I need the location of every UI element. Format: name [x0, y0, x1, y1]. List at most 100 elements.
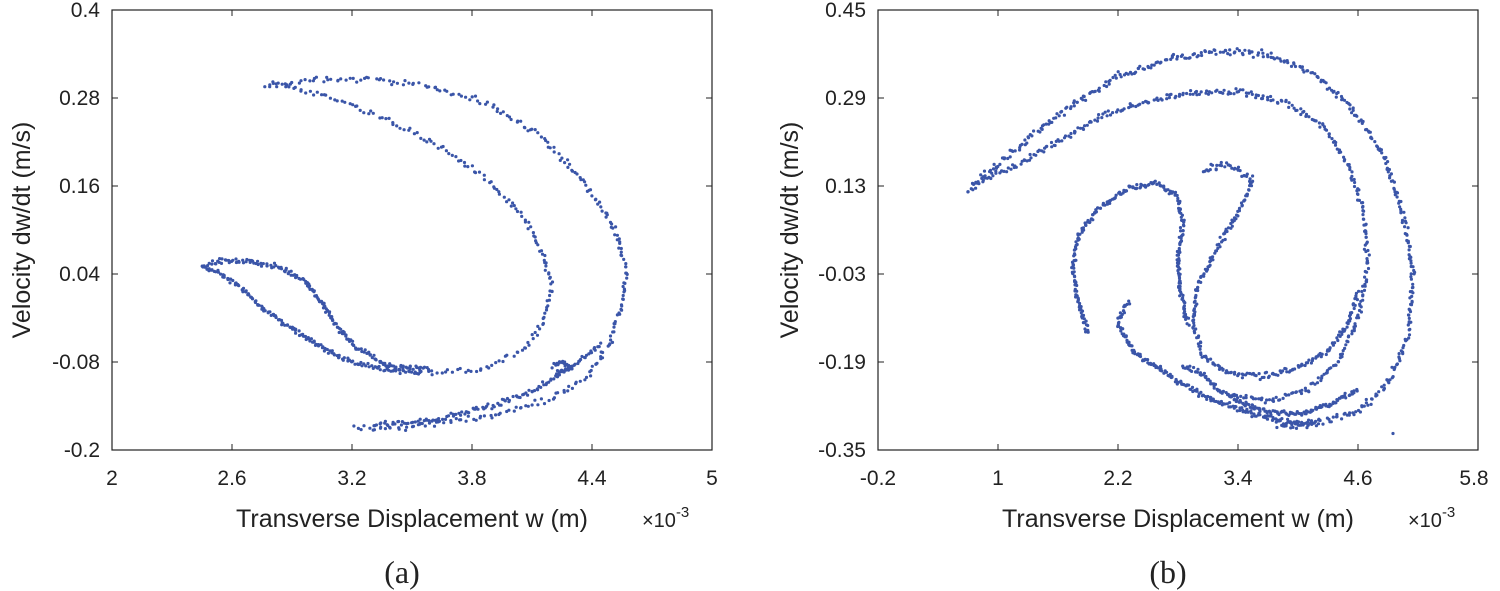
- scatter-point-outer-arm: [482, 414, 486, 418]
- scatter-point-middle-spiral: [1358, 302, 1362, 306]
- x-ticks-b: [997, 10, 1359, 450]
- scatter-point-tail-fold: [499, 403, 503, 407]
- scatter-point-left-lobe: [1176, 196, 1180, 200]
- scatter-point-outer-arm: [275, 85, 279, 89]
- y-tick-label: 0.29: [825, 87, 866, 110]
- scatter-point-middle-spiral: [1362, 209, 1366, 213]
- scatter-point-left-lobe-upper: [426, 367, 431, 372]
- scatter-point-left-lobe-lower: [377, 364, 381, 369]
- scatter-point-outer-arm: [356, 426, 360, 430]
- scatter-point-lower-hook: [1304, 412, 1308, 416]
- scatter-point-lower-fold: [1127, 299, 1131, 303]
- scatter-point-inner-arm: [530, 333, 534, 337]
- scatter-point-outer-spiral: [1402, 210, 1406, 214]
- scatter-point-outer-spiral: [1119, 75, 1123, 79]
- scatter-point-left-lobe-upper: [241, 258, 245, 262]
- scatter-point-left-lobe: [1140, 183, 1144, 187]
- scatter-point-outer-spiral: [1407, 248, 1411, 252]
- scatter-point-outer-arm: [490, 416, 494, 420]
- scatter-point-outer-arm: [303, 78, 307, 82]
- scatter-point-outer-arm: [568, 162, 572, 166]
- scatter-point-lower-fold: [1240, 406, 1244, 410]
- scatter-point-lower-fold: [1310, 422, 1314, 426]
- scatter-point-left-lobe-upper: [219, 261, 224, 265]
- scatter-point-left-lobe-upper: [308, 284, 312, 288]
- scatter-point-outer-spiral: [1327, 86, 1332, 90]
- scatter-point-outer-arm: [355, 80, 359, 84]
- scatter-point-inner-ring: [1251, 174, 1255, 178]
- scatter-point-middle-spiral: [1044, 145, 1048, 149]
- scatter-point-middle-spiral: [981, 178, 985, 183]
- scatter-point-lower-hook: [1238, 400, 1243, 404]
- scatter-point-outer-arm: [530, 403, 534, 407]
- scatter-point-inner-arm: [387, 116, 391, 120]
- scatter-point-inner-arm: [520, 348, 525, 352]
- scatter-point-middle-spiral: [1281, 396, 1285, 400]
- scatter-point-outer-spiral: [1235, 47, 1239, 51]
- scatter-point-middle-spiral: [1356, 313, 1360, 317]
- scatter-point-outer-arm: [411, 82, 415, 86]
- scatter-point-lower-fold: [1314, 419, 1318, 423]
- scatter-point-outer-arm: [432, 424, 437, 428]
- scatter-point-tail-fold: [406, 421, 410, 425]
- scatter-point-middle-spiral: [1108, 113, 1113, 117]
- scatter-point-middle-spiral: [1283, 392, 1287, 396]
- scatter-point-left-lobe-upper: [261, 262, 265, 266]
- scatter-point-left-lobe-upper: [259, 261, 263, 265]
- scatter-point-left-lobe-lower: [366, 361, 370, 366]
- scatter-point-lower-fold: [1199, 390, 1203, 394]
- scatter-point-outer-spiral: [1042, 123, 1046, 127]
- scatter-point-middle-spiral: [1327, 135, 1331, 139]
- scatter-point-middle-spiral: [977, 182, 981, 186]
- scatter-point-tail-fold: [379, 421, 383, 425]
- scatter-point-inner-arm: [545, 299, 549, 303]
- scatter-point-inner-arm: [526, 340, 530, 345]
- scatter-point-outer-spiral: [1203, 49, 1207, 54]
- scatter-point-inner-ring: [1352, 306, 1356, 311]
- scatter-point-outer-spiral: [1224, 49, 1228, 53]
- scatter-point-left-lobe-upper: [206, 264, 210, 268]
- scatter-point-middle-spiral: [1050, 145, 1054, 149]
- scatter-point-outer-arm: [484, 102, 488, 106]
- scatter-point-outer-arm: [388, 79, 392, 83]
- scatter-point-inner-ring: [1245, 174, 1249, 178]
- scatter-point-lower-fold: [1205, 397, 1209, 401]
- scatter-point-outer-arm: [512, 409, 516, 413]
- scatter-point-outer-arm: [620, 304, 624, 308]
- scatter-point-left-lobe-upper: [422, 365, 427, 369]
- scatter-point-lower-hook: [1196, 367, 1200, 371]
- scatter-point-outer-arm: [604, 215, 608, 219]
- scatter-point-left-lobe-upper: [331, 318, 335, 323]
- scatter-point-inner-arm: [507, 198, 511, 202]
- scatter-point-tail-fold: [443, 417, 448, 421]
- scatter-point-left-lobe: [1074, 293, 1078, 297]
- scatter-point-middle-spiral: [1361, 284, 1365, 288]
- scatter-point-outer-arm: [454, 417, 458, 421]
- scatter-point-inner-ring: [1208, 256, 1212, 260]
- scatter-point-middle-spiral: [1155, 96, 1159, 100]
- scatter-point-left-lobe-lower: [260, 304, 264, 308]
- scatter-point-middle-spiral: [1095, 119, 1100, 123]
- scatter-point-left-lobe-upper: [224, 258, 228, 262]
- scatter-point-inner-arm: [549, 282, 553, 286]
- scatter-point-inner-arm: [473, 171, 478, 175]
- scatter-point-tail-fold: [424, 417, 428, 421]
- scatter-point-outer-arm: [548, 146, 552, 150]
- x-tick-label: 2.6: [217, 467, 246, 490]
- scatter-point-outer-spiral: [1114, 76, 1118, 80]
- scatter-point-inner-arm: [429, 139, 433, 143]
- scatter-point-left-lobe: [1074, 243, 1078, 247]
- scatter-point-outer-spiral: [1401, 352, 1405, 356]
- scatter-point-outer-arm: [547, 398, 551, 403]
- scatter-point-outer-spiral: [1072, 104, 1076, 108]
- scatter-point-outer-arm: [567, 384, 571, 388]
- scatter-point-outer-arm: [615, 313, 620, 317]
- scatter-point-outer-spiral: [1006, 156, 1010, 161]
- scatter-point-outer-spiral: [1011, 149, 1015, 153]
- scatter-point-tail-fold: [511, 394, 515, 399]
- scatter-point-tail-fold: [437, 419, 442, 423]
- scatter-point-inner-ring: [1245, 371, 1249, 375]
- scatter-point-middle-spiral: [1029, 156, 1033, 160]
- scatter-point-middle-spiral: [1290, 391, 1294, 395]
- scatter-point-inner-ring: [1202, 274, 1206, 278]
